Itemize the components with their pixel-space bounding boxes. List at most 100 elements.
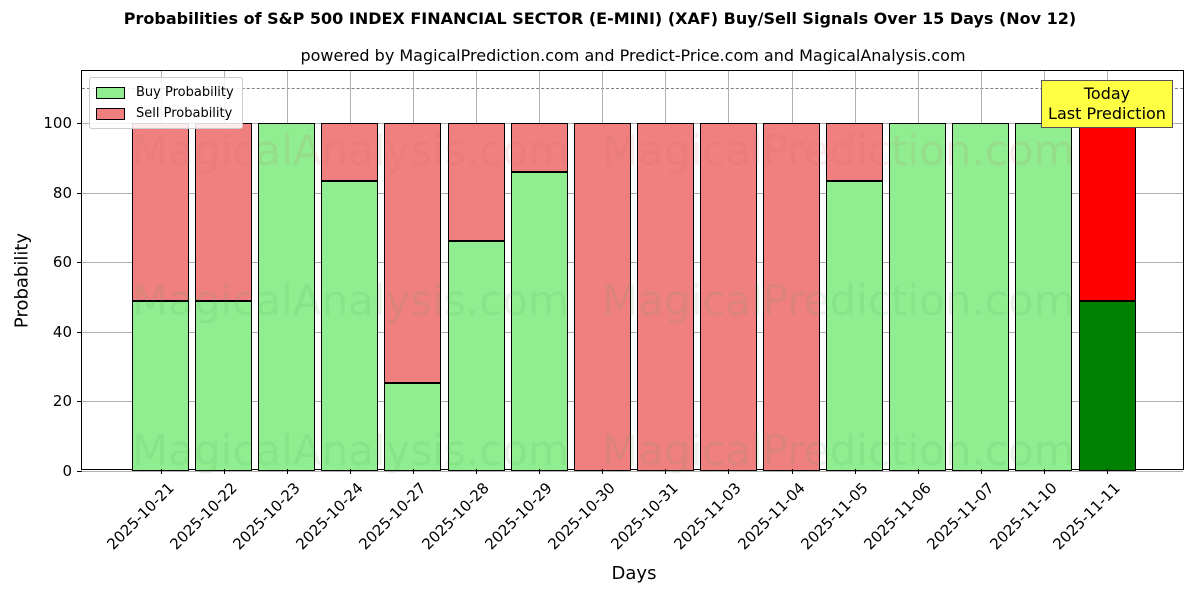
x-tick-mark — [286, 469, 288, 474]
y-tick-mark — [77, 471, 82, 472]
bar-segment-sell — [384, 123, 442, 383]
bar-2025-11-05 — [826, 71, 884, 471]
reference-line — [82, 88, 1183, 90]
bar-2025-10-30 — [573, 71, 631, 471]
y-tick-label: 60 — [52, 253, 72, 272]
bar-segment-buy — [510, 171, 568, 471]
x-tick-label: 2025-10-23 — [229, 479, 304, 554]
bar-2025-10-24 — [321, 71, 379, 471]
bar-segment-buy — [889, 123, 947, 471]
bar-2025-11-04 — [763, 71, 820, 471]
x-tick-mark — [1107, 469, 1108, 474]
y-tick-label: 0 — [62, 462, 72, 480]
bar-2025-10-23 — [258, 71, 316, 471]
legend: Buy Probability Sell Probability — [89, 77, 243, 129]
bar-2025-11-07 — [952, 71, 1010, 471]
x-tick-label: 2025-11-04 — [733, 479, 809, 554]
bar-2025-11-06 — [889, 71, 947, 471]
today-annotation-line2: Last Prediction — [1048, 104, 1166, 123]
legend-swatch-buy — [96, 86, 125, 99]
y-axis-label: Probability — [11, 232, 33, 329]
y-tick-label: 40 — [52, 322, 72, 341]
x-tick-mark — [791, 469, 793, 474]
x-tick-label: 2025-11-07 — [923, 479, 998, 554]
x-tick-mark — [854, 469, 856, 474]
legend-label-sell: Sell Probability — [136, 106, 233, 121]
gridline-y — [82, 401, 1183, 403]
bar-2025-10-29 — [510, 71, 568, 471]
gridline-y — [82, 123, 1183, 125]
x-tick-mark — [223, 469, 225, 474]
chart-subtitle: powered by MagicalPrediction.com and Pre… — [300, 46, 966, 65]
y-tick-mark — [77, 123, 82, 125]
y-tick-mark — [77, 401, 82, 403]
gridline-y — [82, 331, 1183, 333]
x-tick-label: 2025-11-03 — [670, 479, 746, 554]
bar-segment-sell — [826, 123, 884, 181]
chart-title: Probabilities of S&P 500 INDEX FINANCIAL… — [123, 9, 1077, 28]
bar-segment-buy — [1015, 123, 1073, 471]
x-tick-label: 2025-10-28 — [418, 479, 493, 554]
today-annotation-line1: Today — [1083, 84, 1131, 103]
bar-segment-sell — [573, 123, 631, 471]
y-tick-mark — [77, 262, 82, 264]
y-tick-label: 100 — [43, 114, 72, 133]
plot-area: 0 20 40 60 80 100 2025-10-21 2025-10-22 2025-10-… — [43, 70, 1184, 553]
y-tick-label: 20 — [52, 392, 72, 411]
gridline-y — [82, 262, 1183, 264]
x-tick-mark — [412, 469, 414, 474]
x-tick-mark — [539, 469, 541, 474]
legend-item-buy: Buy Probability — [96, 82, 234, 103]
x-tick-mark — [349, 469, 351, 474]
bar-segment-buy — [826, 180, 884, 471]
bar-segment-buy — [132, 300, 189, 471]
bar-2025-11-03 — [699, 71, 757, 471]
x-tick-mark — [476, 469, 477, 474]
x-tick-label: 2025-11-06 — [860, 479, 935, 554]
x-tick-label: 2025-11-10 — [986, 479, 1061, 554]
x-tick-label: 2025-10-24 — [292, 479, 367, 554]
x-tick-label: 2025-10-21 — [102, 479, 178, 554]
gridline-y — [82, 192, 1183, 194]
x-tick-label: 2025-10-30 — [544, 479, 619, 554]
x-tick-mark — [602, 469, 604, 474]
bar-segment-sell — [1078, 123, 1136, 301]
x-tick-mark — [1043, 469, 1045, 474]
bar-segment-buy — [258, 123, 316, 471]
x-tick-mark — [980, 469, 982, 474]
x-tick-mark — [728, 469, 730, 474]
x-tick-label: 2025-10-31 — [607, 479, 683, 554]
x-axis-label: Days — [611, 563, 657, 584]
bar-2025-11-10 — [1015, 71, 1073, 471]
bar-segment-sell — [321, 123, 379, 181]
bar-segment-buy — [384, 382, 442, 471]
bar-2025-10-22 — [195, 71, 253, 471]
y-tick-mark — [77, 192, 82, 194]
bar-segment-buy — [1078, 300, 1136, 471]
bar-2025-10-21 — [132, 71, 189, 471]
legend-swatch-sell — [96, 107, 125, 120]
bar-segment-buy — [321, 180, 379, 471]
bar-segment-sell — [447, 123, 505, 241]
bar-segment-sell — [132, 123, 189, 301]
bar-segment-buy — [952, 123, 1010, 471]
bar-segment-sell — [195, 123, 253, 301]
x-tick-mark — [160, 469, 162, 474]
bar-segment-buy — [195, 300, 253, 471]
today-annotation: Today Last Prediction — [1041, 80, 1173, 128]
legend-item-sell: Sell Probability — [96, 103, 234, 124]
x-tick-mark — [665, 469, 667, 474]
bar-segment-sell — [636, 123, 694, 471]
x-tick-mark — [917, 469, 919, 474]
bar-segment-sell — [763, 123, 820, 471]
bar-2025-11-11 — [1078, 71, 1136, 471]
bar-segment-sell — [510, 123, 568, 172]
bar-2025-10-31 — [636, 71, 694, 471]
y-tick-mark — [77, 331, 82, 333]
bar-2025-10-28 — [447, 71, 505, 471]
y-tick-label: 80 — [52, 183, 72, 202]
x-tick-label: 2025-10-29 — [481, 479, 556, 554]
x-tick-label: 2025-10-27 — [355, 479, 430, 554]
bar-segment-buy — [447, 240, 505, 471]
gridline-y — [82, 471, 1183, 472]
